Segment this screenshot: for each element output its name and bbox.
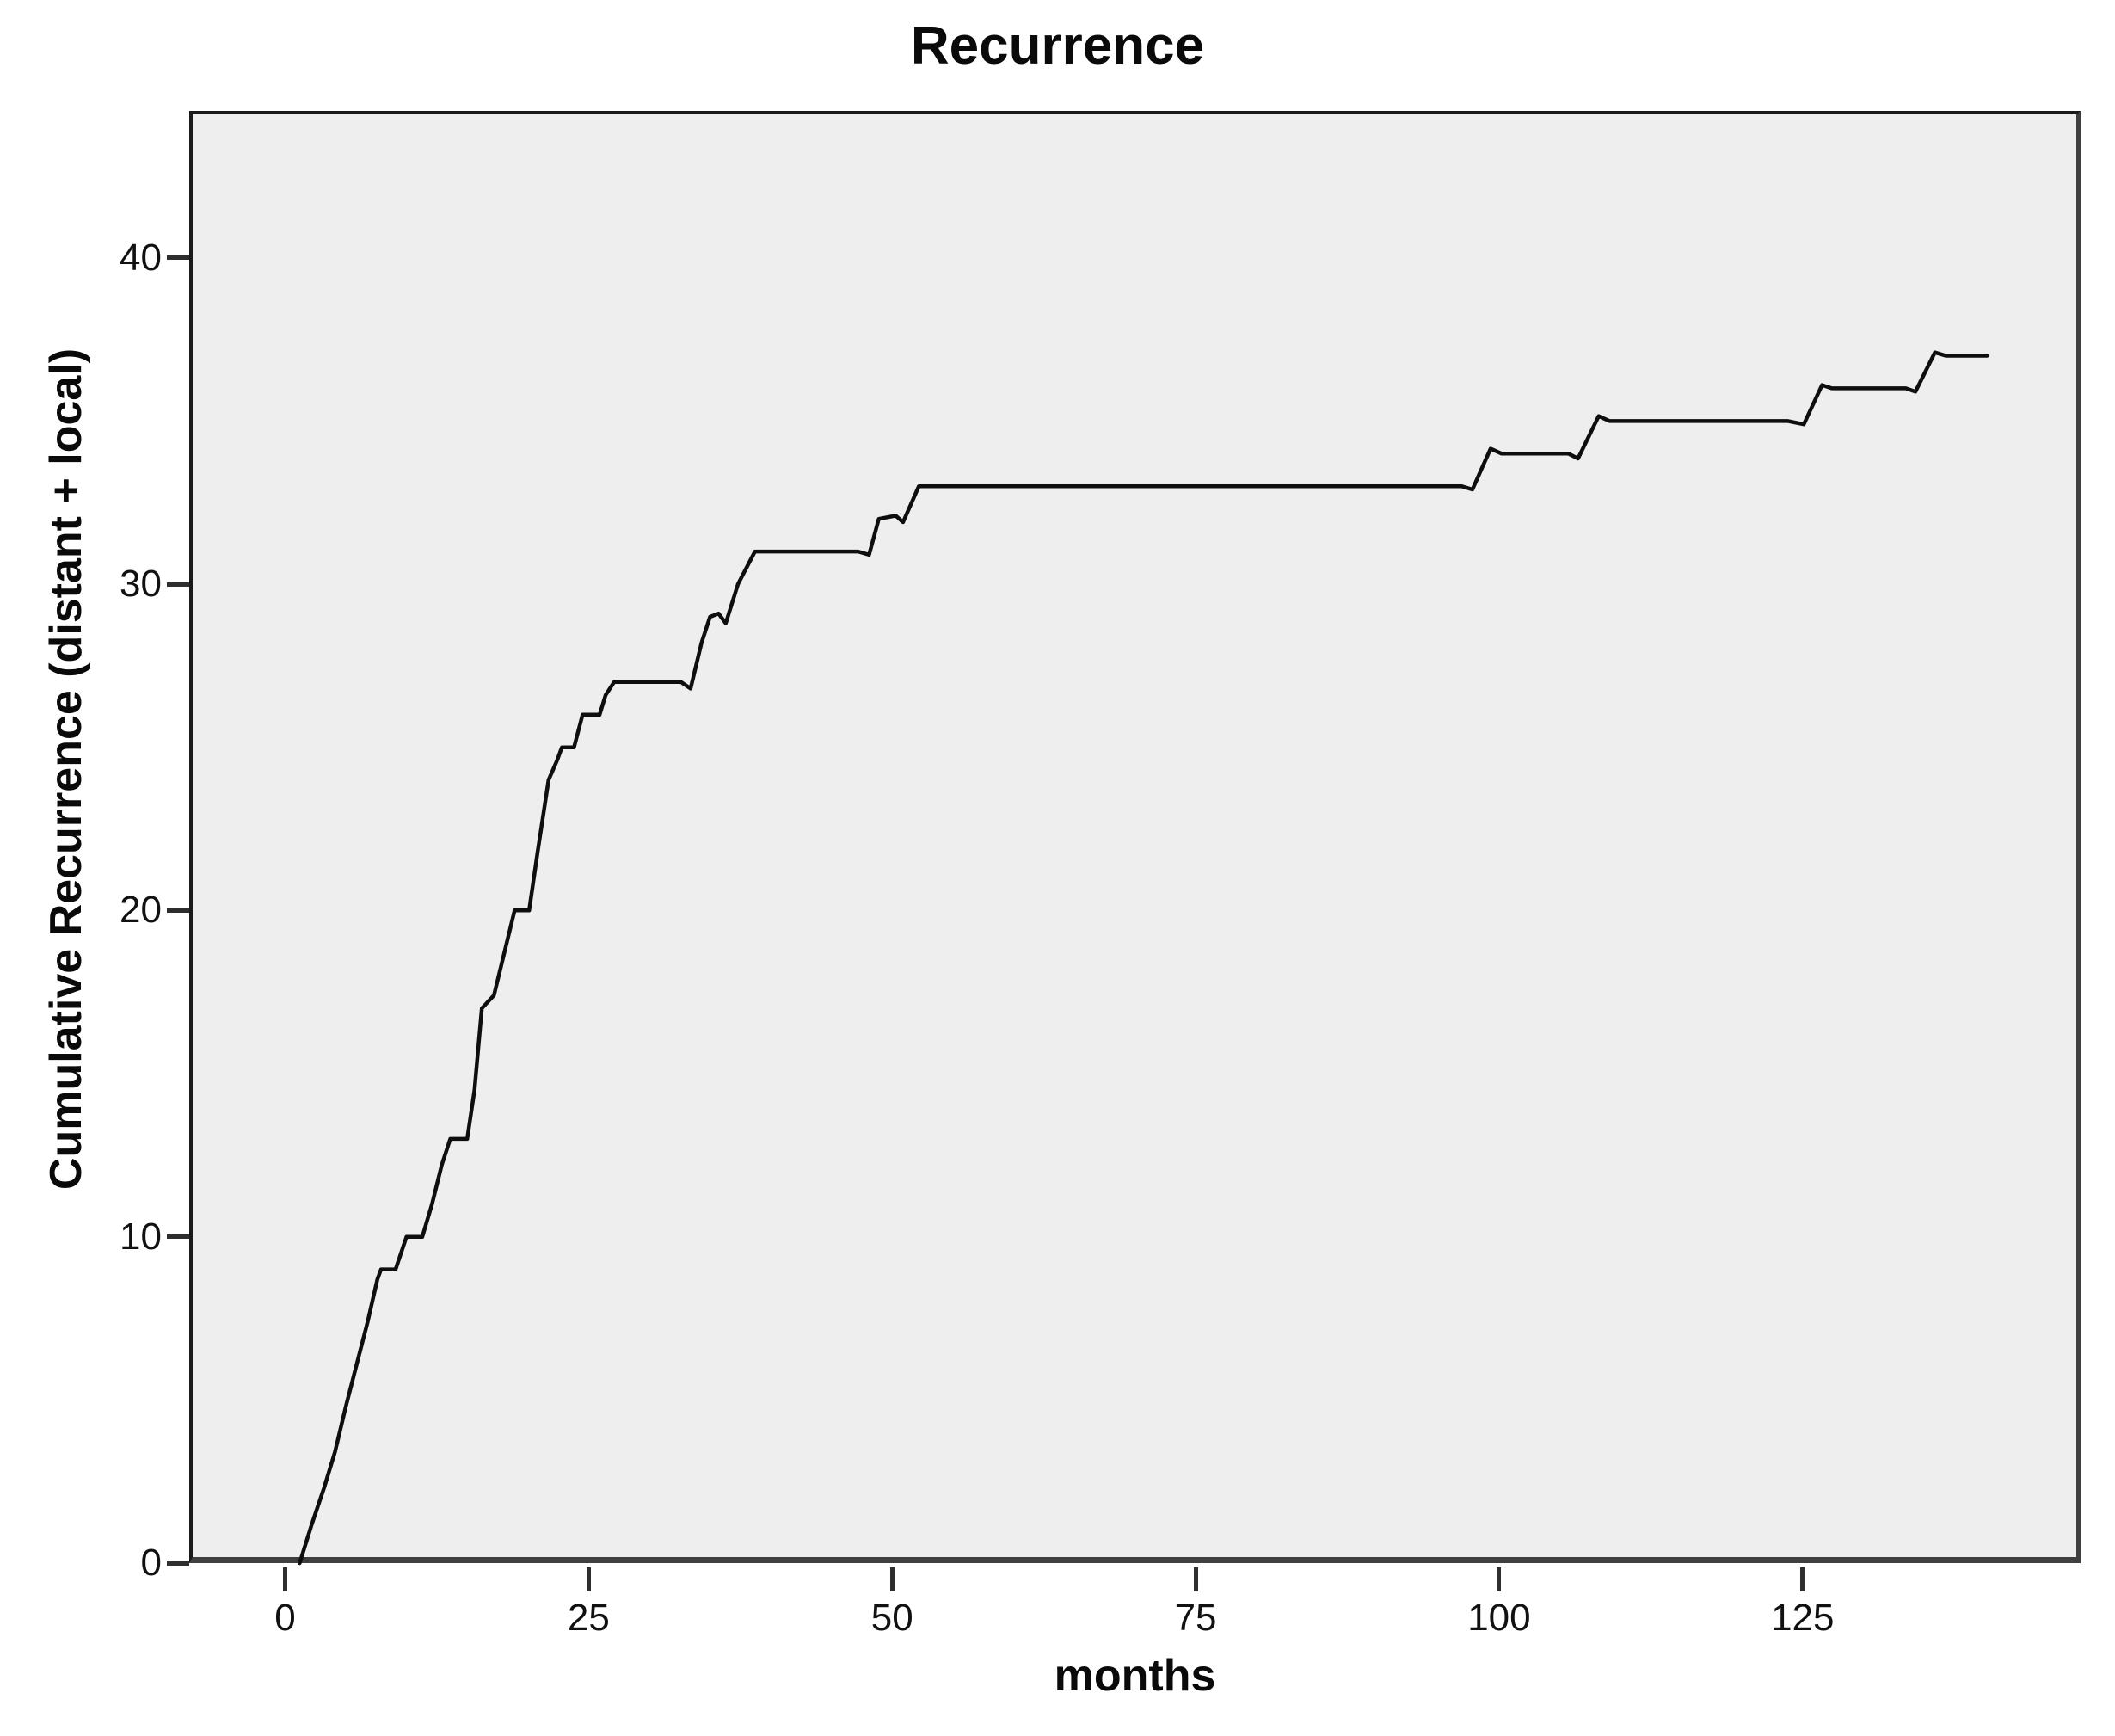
chart-title: Recurrence bbox=[910, 16, 1205, 76]
x-tick-mark bbox=[586, 1567, 591, 1591]
x-tick-label: 75 bbox=[1174, 1597, 1217, 1639]
y-tick-label: 30 bbox=[120, 563, 162, 606]
y-tick-label: 10 bbox=[120, 1215, 162, 1258]
x-tick-label: 0 bbox=[274, 1597, 296, 1639]
x-tick-label: 50 bbox=[870, 1597, 913, 1639]
y-tick-mark bbox=[167, 1561, 189, 1566]
y-tick-label: 0 bbox=[140, 1542, 162, 1584]
x-tick-mark bbox=[283, 1567, 287, 1591]
x-tick-mark bbox=[1193, 1567, 1198, 1591]
y-tick-mark bbox=[167, 582, 189, 587]
y-tick-label: 40 bbox=[120, 236, 162, 279]
x-tick-mark bbox=[1497, 1567, 1502, 1591]
plot-area bbox=[189, 111, 2081, 1563]
y-axis-title: Cumulative Recurrence (distant + local) bbox=[41, 348, 91, 1191]
y-tick-mark bbox=[167, 255, 189, 261]
y-tick-mark bbox=[167, 908, 189, 913]
x-tick-label: 100 bbox=[1467, 1597, 1531, 1639]
x-axis-title: months bbox=[1054, 1651, 1216, 1701]
x-tick-mark bbox=[1800, 1567, 1805, 1591]
x-tick-label: 25 bbox=[567, 1597, 610, 1639]
y-tick-label: 20 bbox=[120, 889, 162, 932]
x-tick-mark bbox=[889, 1567, 895, 1591]
y-tick-mark bbox=[167, 1234, 189, 1240]
x-tick-label: 125 bbox=[1771, 1597, 1835, 1639]
